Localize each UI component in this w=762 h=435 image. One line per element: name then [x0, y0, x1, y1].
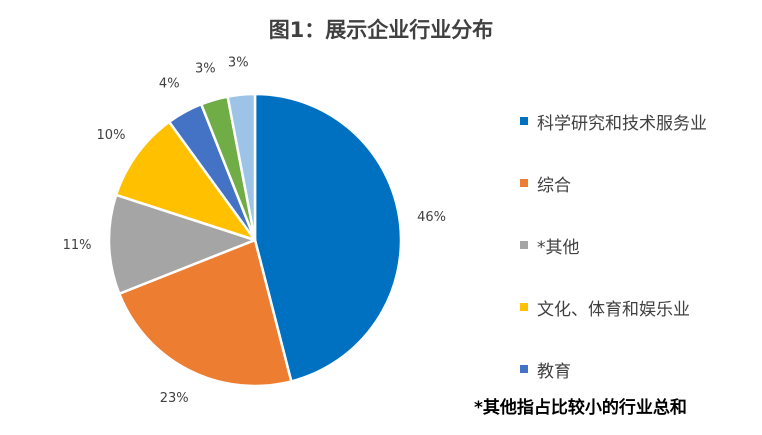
data-label: 3%	[195, 62, 216, 77]
pie-slice	[253, 92, 403, 383]
data-label: 11%	[63, 238, 92, 253]
data-label: 3%	[228, 55, 249, 70]
pie-slice	[118, 238, 293, 388]
legend: 科学研究和技术服务业 综合 *其他文化、体育和娱乐业 教育	[520, 90, 707, 400]
pie-slice	[114, 120, 257, 242]
legend-swatch	[520, 117, 528, 125]
legend-label: 教育	[537, 361, 571, 382]
legend-item: 教育	[520, 338, 707, 400]
legend-swatch	[520, 303, 528, 311]
footnote: *其他指占比较小的行业总和	[474, 398, 687, 418]
data-label: 4%	[159, 77, 180, 92]
legend-swatch	[520, 365, 528, 373]
legend-label: 文化、体育和娱乐业	[537, 299, 690, 320]
legend-swatch	[520, 179, 528, 187]
data-label: 10%	[97, 128, 126, 143]
legend-item: 文化、体育和娱乐业	[520, 276, 707, 338]
legend-label: 综合	[537, 175, 571, 196]
chart-title: 图1：展示企业行业分布	[268, 18, 494, 42]
data-label: 46%	[417, 210, 446, 225]
legend-label: 科学研究和技术服务业	[537, 113, 707, 134]
legend-item: 科学研究和技术服务业	[520, 90, 707, 152]
legend-item: 综合	[520, 152, 707, 214]
data-label: 23%	[160, 391, 189, 406]
pie-slice	[226, 92, 257, 242]
legend-label: *其他	[537, 237, 580, 258]
legend-item: *其他	[520, 214, 707, 276]
pie-slice	[107, 193, 257, 295]
legend-swatch	[520, 241, 528, 249]
